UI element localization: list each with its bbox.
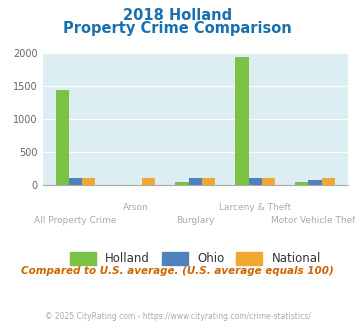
Text: Property Crime Comparison: Property Crime Comparison bbox=[63, 21, 292, 36]
Text: 2018 Holland: 2018 Holland bbox=[123, 8, 232, 23]
Bar bbox=[308, 180, 322, 185]
Text: © 2025 CityRating.com - https://www.cityrating.com/crime-statistics/: © 2025 CityRating.com - https://www.city… bbox=[45, 312, 310, 321]
Bar bbox=[175, 182, 189, 185]
Bar bbox=[142, 178, 155, 185]
Bar bbox=[82, 178, 95, 185]
Bar bbox=[202, 178, 215, 185]
Legend: Holland, Ohio, National: Holland, Ohio, National bbox=[64, 246, 327, 271]
Text: All Property Crime: All Property Crime bbox=[34, 216, 117, 225]
Text: Arson: Arson bbox=[122, 203, 148, 212]
Bar bbox=[295, 182, 308, 185]
Text: Larceny & Theft: Larceny & Theft bbox=[219, 203, 291, 212]
Text: Burglary: Burglary bbox=[176, 216, 214, 225]
Bar bbox=[189, 178, 202, 185]
Bar bbox=[235, 57, 248, 185]
Bar bbox=[322, 178, 335, 185]
Bar bbox=[69, 178, 82, 185]
Text: Compared to U.S. average. (U.S. average equals 100): Compared to U.S. average. (U.S. average … bbox=[21, 266, 334, 276]
Bar bbox=[248, 178, 262, 185]
Text: Motor Vehicle Theft: Motor Vehicle Theft bbox=[271, 216, 355, 225]
Bar bbox=[56, 90, 69, 185]
Bar bbox=[262, 178, 275, 185]
